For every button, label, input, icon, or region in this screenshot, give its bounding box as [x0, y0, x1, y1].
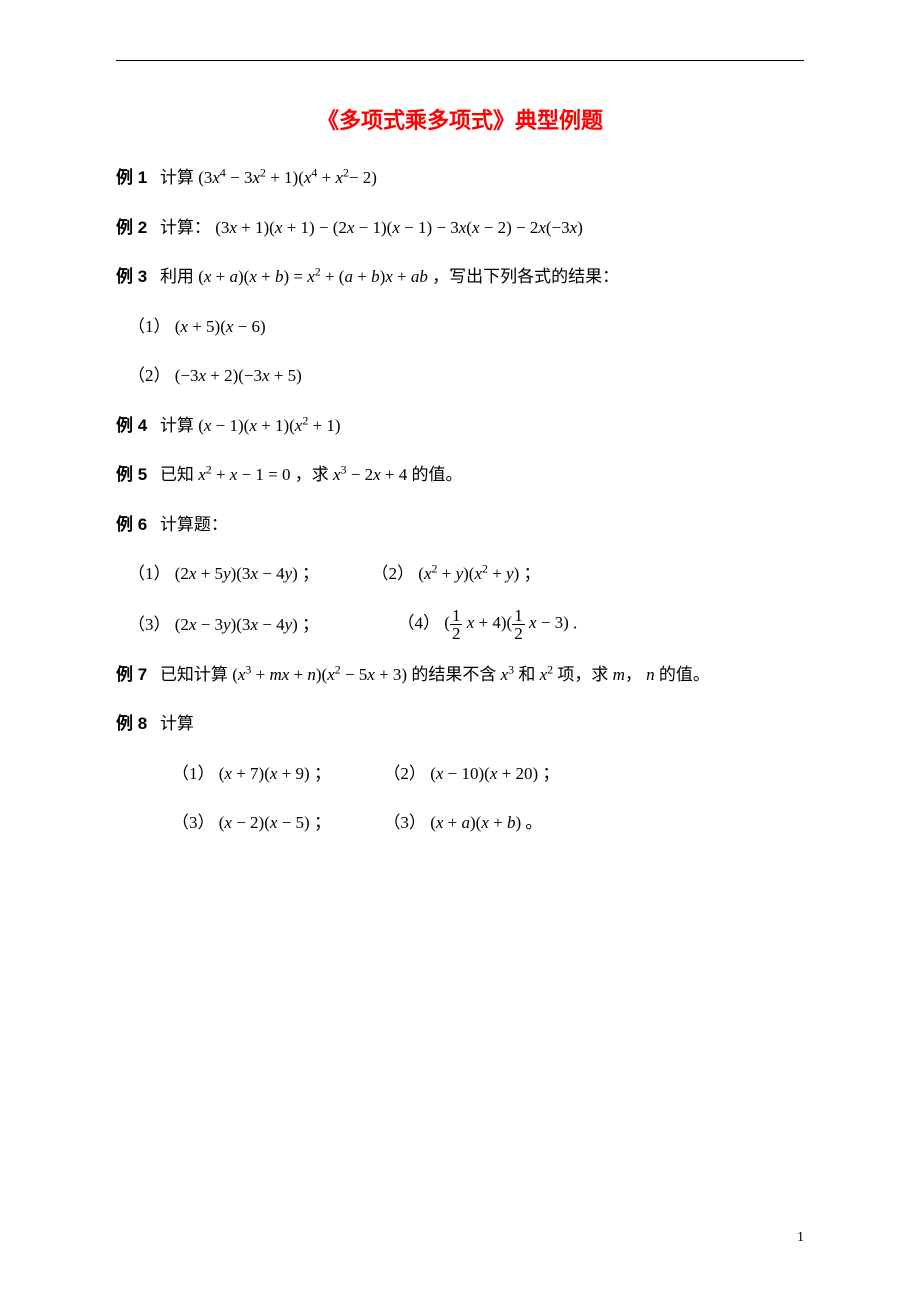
ex2-expr: (3x + 1)(x + 1) − (2x − 1)(x − 1) − 3x(x… — [215, 218, 583, 237]
ex3-item2: （2） (−3x + 2)(−3x + 5) — [116, 363, 804, 389]
top-rule — [116, 60, 804, 61]
ex5-cond: x2 + x − 1 = 0 — [198, 465, 290, 484]
ex8-i1n: （1） — [172, 764, 215, 783]
page-number: 1 — [797, 1230, 804, 1246]
ex6-i3n: （3） — [128, 614, 171, 633]
ex5-label: 例 5 — [116, 465, 147, 484]
ex8-i3e: (x − 2)(x − 5) — [219, 813, 310, 832]
ex7-and: 和 — [518, 665, 535, 684]
ex4-prompt: 计算 — [160, 416, 194, 435]
ex7-post2: 的值。 — [659, 665, 710, 684]
ex1-label: 例 1 — [116, 168, 147, 187]
ex6-row1: （1） (2x + 5y)(3x − 4y) ； （2） (x2 + y)(x2… — [116, 561, 804, 587]
ex8-i4n: （3） — [383, 813, 426, 832]
ex8-i4t: 。 — [525, 813, 542, 832]
ex7-post1: 项，求 — [557, 665, 608, 684]
ex6-i4e: (12 x + 4)(12 x − 3) — [444, 613, 568, 632]
ex5-mid: ，求 — [295, 465, 329, 484]
ex3-pre: 利用 — [160, 267, 194, 286]
ex8-row1: （1） (x + 7)(x + 9) ； （2） (x − 10)(x + 20… — [116, 761, 804, 787]
ex7-m: m — [613, 665, 625, 684]
ex6-row2: （3） (2x − 3y)(3x − 4y) ； （4） (12 x + 4)(… — [116, 607, 804, 642]
ex6-i4t: . — [573, 613, 577, 632]
ex8-prompt: 计算 — [160, 714, 194, 733]
example-4: 例 4 计算 (x − 1)(x + 1)(x2 + 1) — [116, 413, 804, 439]
ex6-i2e: (x2 + y)(x2 + y) — [418, 564, 519, 583]
ex3-i2-num: （2） — [128, 366, 171, 385]
ex6-i1n: （1） — [128, 564, 171, 583]
ex8-label: 例 8 — [116, 714, 147, 733]
ex6-i3e: (2x − 3y)(3x − 4y) — [175, 614, 298, 633]
ex8-i2n: （2） — [383, 764, 426, 783]
ex8-i1t: ； — [314, 764, 331, 783]
ex7-mid: 的结果不含 — [411, 665, 496, 684]
ex7-expr: (x3 + mx + n)(x2 − 5x + 3) — [232, 665, 407, 684]
ex7-label: 例 7 — [116, 665, 147, 684]
ex6-i2n: （2） — [372, 564, 415, 583]
ex6-prompt: 计算题： — [160, 515, 228, 534]
ex4-expr: (x − 1)(x + 1)(x2 + 1) — [198, 416, 340, 435]
ex3-identity: (x + a)(x + b) = x2 + (a + b)x + ab — [198, 267, 428, 286]
ex7-n: n — [646, 665, 655, 684]
example-1: 例 1 计算 (3x4 − 3x2 + 1)(x4 + x2− 2) — [116, 165, 804, 191]
ex7-comma: ， — [625, 665, 642, 684]
ex6-i2t: ； — [524, 564, 541, 583]
ex3-i1-num: （1） — [128, 317, 171, 336]
ex7-t2: x2 — [540, 665, 554, 684]
ex1-prompt: 计算 — [160, 168, 194, 187]
ex8-row2: （3） (x − 2)(x − 5) ； （3） (x + a)(x + b) … — [116, 810, 804, 836]
ex8-i2t: ； — [542, 764, 559, 783]
ex2-label: 例 2 — [116, 218, 147, 237]
ex5-pre: 已知 — [160, 465, 194, 484]
ex6-i1t: ； — [302, 564, 319, 583]
ex5-post: 的值。 — [412, 465, 463, 484]
ex8-i2e: (x − 10)(x + 20) — [430, 764, 538, 783]
ex2-prompt: 计算： — [160, 218, 211, 237]
page: 《多项式乘多项式》典型例题 例 1 计算 (3x4 − 3x2 + 1)(x4 … — [0, 0, 920, 836]
ex3-item1: （1） (x + 5)(x − 6) — [116, 314, 804, 340]
ex8-i3t: ； — [314, 813, 331, 832]
ex3-i2-expr: (−3x + 2)(−3x + 5) — [175, 366, 302, 385]
ex8-i4e: (x + a)(x + b) — [430, 813, 521, 832]
ex3-i1-expr: (x + 5)(x − 6) — [175, 317, 266, 336]
ex4-label: 例 4 — [116, 416, 147, 435]
example-7: 例 7 已知计算 (x3 + mx + n)(x2 − 5x + 3) 的结果不… — [116, 662, 804, 688]
ex1-expr: (3x4 − 3x2 + 1)(x4 + x2− 2) — [198, 168, 377, 187]
ex6-i4n: （4） — [398, 613, 441, 632]
example-2: 例 2 计算： (3x + 1)(x + 1) − (2x − 1)(x − 1… — [116, 215, 804, 241]
ex7-pre: 已知计算 — [160, 665, 228, 684]
ex3-post: ，写出下列各式的结果： — [432, 267, 619, 286]
doc-title: 《多项式乘多项式》典型例题 — [116, 103, 804, 135]
ex8-i3n: （3） — [172, 813, 215, 832]
example-5: 例 5 已知 x2 + x − 1 = 0 ，求 x3 − 2x + 4 的值。 — [116, 462, 804, 488]
example-8: 例 8 计算 — [116, 711, 804, 737]
ex6-label: 例 6 — [116, 515, 147, 534]
ex3-label: 例 3 — [116, 267, 147, 286]
example-6: 例 6 计算题： — [116, 512, 804, 538]
ex7-t1: x3 — [501, 665, 515, 684]
ex5-target: x3 − 2x + 4 — [333, 465, 407, 484]
example-3: 例 3 利用 (x + a)(x + b) = x2 + (a + b)x + … — [116, 264, 804, 290]
ex6-i3t: ； — [302, 614, 319, 633]
ex6-i1e: (2x + 5y)(3x − 4y) — [175, 564, 298, 583]
ex8-i1e: (x + 7)(x + 9) — [219, 764, 310, 783]
